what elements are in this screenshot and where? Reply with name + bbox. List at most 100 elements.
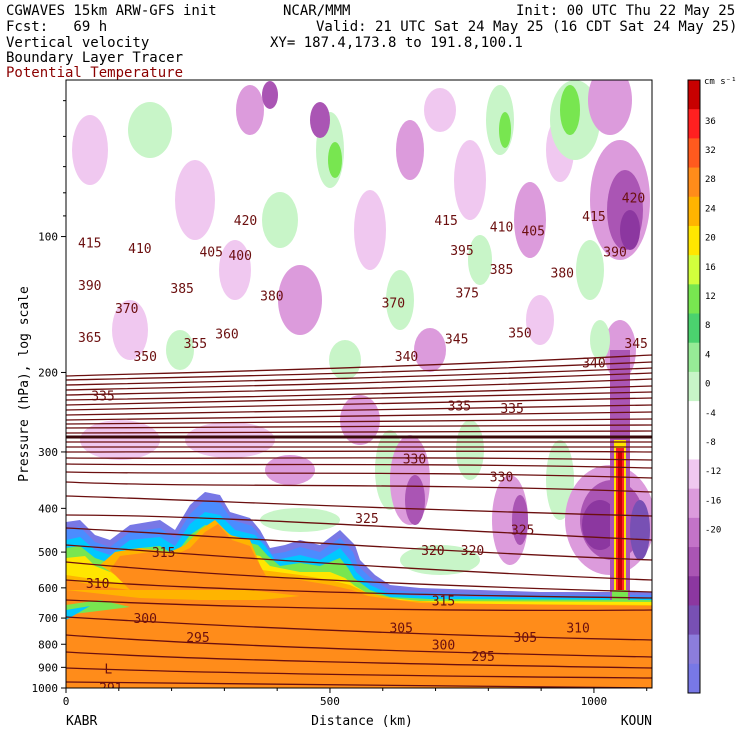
colorbar-tick-label: 0 [705, 380, 710, 390]
colorbar-tick-label: -12 [705, 467, 721, 477]
theta-label: 370 [382, 297, 405, 312]
colorbar-swatch [688, 225, 700, 256]
theta-label: 390 [78, 279, 101, 294]
theta-label: 395 [450, 244, 473, 259]
colorbar-swatch [688, 663, 700, 694]
colorbar-tick-label: -8 [705, 438, 716, 448]
y-tick-label: 200 [38, 366, 58, 379]
colorbar-swatch [688, 109, 700, 139]
theta-label: 335 [448, 400, 471, 415]
header-field-vertical-velocity: Vertical velocity [6, 35, 150, 51]
colorbar: 36 32 28 24 20 16 12 8 4 0 -4 -8 -12 -16 -20 [687, 79, 721, 694]
theta-label: 415 [434, 214, 457, 229]
x-axis-label: Distance (km) [311, 714, 413, 729]
y-axis: 100 200 300 400 500 600 700 800 900 1000 [32, 100, 66, 695]
theta-label: 325 [511, 523, 534, 538]
colorbar-tick-label: -4 [705, 409, 716, 419]
x-tick-label: 1000 [581, 695, 608, 708]
y-tick-label: 800 [38, 638, 58, 651]
y-tick-label: 700 [38, 612, 58, 625]
colorbar-swatch [688, 342, 700, 373]
colorbar-swatch [688, 196, 700, 227]
x-tick-label: 0 [63, 695, 70, 708]
colorbar-swatch [688, 284, 700, 315]
theta-label: 330 [403, 452, 426, 467]
theta-label: 291 [99, 682, 122, 697]
theta-contours [66, 354, 652, 688]
colorbar-tick-label: -20 [705, 526, 721, 536]
colorbar-swatch [688, 488, 700, 519]
header-fcst: Fcst: 69 h [6, 19, 108, 35]
theta-label: 320 [461, 544, 484, 559]
colorbar-swatch [688, 634, 700, 665]
theta-label: 410 [490, 220, 513, 235]
header-field-theta: Potential Temperature [6, 65, 184, 81]
theta-label: 400 [228, 249, 251, 264]
colorbar-tick-label: 8 [705, 321, 710, 331]
theta-label: 380 [260, 289, 283, 304]
theta-label: 340 [582, 356, 605, 371]
theta-label: 385 [490, 263, 513, 278]
theta-label: 350 [508, 326, 531, 341]
header-field-tracer: Boundary Layer Tracer [6, 50, 184, 66]
colorbar-swatch [688, 576, 700, 606]
colorbar-swatch [688, 401, 700, 431]
theta-label: 375 [455, 286, 478, 301]
colorbar-unit: cm s⁻¹ [704, 77, 737, 87]
plot-area: 420 420 415 415 415 410 410 405 405 400 395 390 390 3… [66, 80, 652, 697]
colorbar-tick-label: 12 [705, 292, 716, 302]
theta-label: 305 [514, 631, 537, 646]
theta-label: L [104, 662, 112, 677]
colorbar-swatch [688, 430, 700, 460]
colorbar-frame [687, 79, 701, 694]
y-tick-label: 900 [38, 661, 58, 674]
colorbar-swatch [688, 371, 700, 402]
theta-label: 420 [622, 192, 645, 207]
theta-label: 365 [78, 331, 101, 346]
theta-label: 315 [432, 595, 455, 610]
theta-label: 350 [133, 350, 156, 365]
theta-label: 310 [566, 622, 589, 637]
header-model: CGWAVES 15km ARW-GFS init [6, 3, 217, 19]
y-tick-label: 600 [38, 582, 58, 595]
header-valid: Valid: 21 UTC Sat 24 May 25 (16 CDT Sat … [316, 19, 738, 35]
x-endpoint-left: KABR [66, 714, 97, 729]
theta-label: 325 [355, 512, 378, 527]
theta-label: 300 [432, 638, 455, 653]
header-xy: XY= 187.4,173.8 to 191.8,100.1 [270, 35, 523, 51]
theta-label: 335 [500, 402, 523, 417]
header-init: Init: 00 UTC Thu 22 May 25 [516, 3, 736, 19]
theta-label: 305 [389, 622, 412, 637]
colorbar-swatch [688, 459, 700, 490]
theta-label: 415 [78, 236, 101, 251]
theta-label: 355 [184, 337, 207, 352]
theta-label: 420 [234, 214, 257, 229]
colorbar-tick-label: 4 [705, 350, 710, 360]
colorbar-tick-label: 36 [705, 117, 716, 127]
colorbar-swatch [688, 138, 700, 169]
colorbar-tick-label: 24 [705, 204, 716, 214]
theta-label: 320 [421, 544, 444, 559]
y-tick-label: 300 [38, 446, 58, 459]
theta-label: 330 [490, 470, 513, 485]
theta-label: 345 [624, 337, 647, 352]
colorbar-swatch [688, 517, 700, 548]
colorbar-swatch [688, 605, 700, 636]
theta-label: 345 [445, 332, 468, 347]
theta-label: 360 [215, 328, 238, 343]
colorbar-swatch [688, 80, 700, 110]
colorbar-tick-label: 16 [705, 263, 716, 273]
x-tick-label: 500 [320, 695, 340, 708]
y-tick-label: 400 [38, 502, 58, 515]
colorbar-swatch [688, 313, 700, 344]
y-tick-label: 500 [38, 546, 58, 559]
colorbar-swatch [688, 255, 700, 285]
theta-label: 410 [128, 242, 151, 257]
x-endpoint-right: KOUN [621, 714, 652, 729]
colorbar-tick-label: 32 [705, 146, 716, 156]
y-axis-label: Pressure (hPa), log scale [17, 286, 32, 482]
colorbar-swatch [688, 167, 700, 198]
theta-label: 405 [199, 246, 222, 261]
theta-labels: 420 420 415 415 415 410 410 405 405 400 395 390 390 3… [78, 192, 648, 697]
plot-frame [65, 79, 653, 689]
